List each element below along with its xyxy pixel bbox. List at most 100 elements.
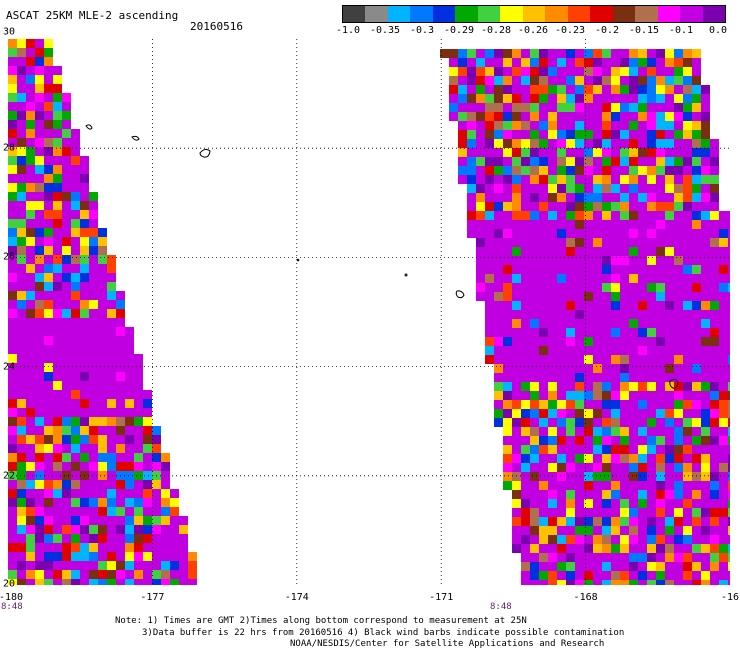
- data-cell: [575, 418, 584, 427]
- data-cell: [512, 382, 521, 391]
- data-cell: [512, 445, 521, 454]
- data-cell: [521, 301, 530, 310]
- data-cell: [674, 445, 683, 454]
- data-cell: [719, 553, 728, 562]
- data-cell: [566, 364, 575, 373]
- data-cell: [143, 399, 152, 408]
- data-cell: [683, 157, 692, 166]
- data-cell: [629, 202, 638, 211]
- data-cell: [638, 274, 647, 283]
- data-cell: [719, 220, 728, 229]
- data-cell: [683, 94, 692, 103]
- data-cell: [512, 508, 521, 517]
- data-cell: [602, 130, 611, 139]
- data-cell: [512, 265, 521, 274]
- data-cell: [575, 499, 584, 508]
- data-cell: [17, 282, 26, 291]
- data-cell: [521, 274, 530, 283]
- data-cell: [8, 417, 17, 426]
- data-cell: [647, 490, 656, 499]
- data-cell: [584, 472, 593, 481]
- data-cell: [548, 229, 557, 238]
- data-cell: [35, 327, 44, 336]
- data-cell: [584, 571, 593, 580]
- data-cell: [530, 229, 539, 238]
- data-cell: [530, 535, 539, 544]
- data-cell: [710, 202, 719, 211]
- data-cell: [557, 535, 566, 544]
- data-cell: [80, 399, 89, 408]
- data-cell: [521, 436, 530, 445]
- data-cell: [539, 103, 548, 112]
- data-cell: [656, 247, 665, 256]
- data-cell: [476, 58, 485, 67]
- data-cell: [485, 238, 494, 247]
- data-cell: [80, 516, 89, 525]
- data-cell: [683, 418, 692, 427]
- data-cell: [575, 391, 584, 400]
- data-cell: [620, 265, 629, 274]
- data-cell: [683, 238, 692, 247]
- data-cell: [485, 328, 494, 337]
- data-cell: [620, 148, 629, 157]
- data-cell: [512, 373, 521, 382]
- island: [669, 378, 679, 389]
- data-cell: [548, 481, 557, 490]
- data-cell: [692, 184, 701, 193]
- data-cell: [89, 336, 98, 345]
- data-cell: [602, 256, 611, 265]
- data-cell: [710, 463, 719, 472]
- data-cell: [449, 49, 458, 58]
- data-cell: [611, 292, 620, 301]
- data-cell: [530, 211, 539, 220]
- data-cell: [521, 580, 530, 585]
- data-cell: [71, 255, 80, 264]
- data-cell: [539, 130, 548, 139]
- data-cell: [26, 66, 35, 75]
- data-cell: [584, 418, 593, 427]
- data-cell: [656, 166, 665, 175]
- data-cell: [89, 390, 98, 399]
- data-cell: [530, 355, 539, 364]
- data-cell: [548, 76, 557, 85]
- data-cell: [26, 372, 35, 381]
- data-cell: [557, 148, 566, 157]
- data-cell: [575, 364, 584, 373]
- data-cell: [503, 364, 512, 373]
- data-cell: [53, 507, 62, 516]
- data-cell: [593, 445, 602, 454]
- data-cell: [17, 399, 26, 408]
- data-cell: [557, 184, 566, 193]
- data-cell: [62, 219, 71, 228]
- data-cell: [485, 310, 494, 319]
- data-cell: [512, 454, 521, 463]
- data-cell: [548, 418, 557, 427]
- data-cell: [611, 355, 620, 364]
- data-cell: [638, 346, 647, 355]
- data-cell: [44, 363, 53, 372]
- data-cell: [503, 463, 512, 472]
- data-cell: [548, 319, 557, 328]
- data-cell: [728, 265, 730, 274]
- data-cell: [548, 391, 557, 400]
- data-cell: [503, 193, 512, 202]
- data-cell: [620, 247, 629, 256]
- data-cell: [539, 445, 548, 454]
- data-cell: [611, 103, 620, 112]
- data-cell: [62, 471, 71, 480]
- data-cell: [458, 67, 467, 76]
- data-cell: [647, 283, 656, 292]
- data-cell: [44, 579, 53, 585]
- data-cell: [593, 112, 602, 121]
- data-cell: [512, 283, 521, 292]
- data-cell: [125, 417, 134, 426]
- swath-time-right: 8:48: [490, 602, 512, 612]
- data-cell: [602, 580, 611, 585]
- data-cell: [701, 481, 710, 490]
- data-cell: [71, 516, 80, 525]
- data-cell: [584, 292, 593, 301]
- data-cell: [602, 535, 611, 544]
- data-cell: [134, 480, 143, 489]
- data-cell: [647, 463, 656, 472]
- data-cell: [719, 373, 728, 382]
